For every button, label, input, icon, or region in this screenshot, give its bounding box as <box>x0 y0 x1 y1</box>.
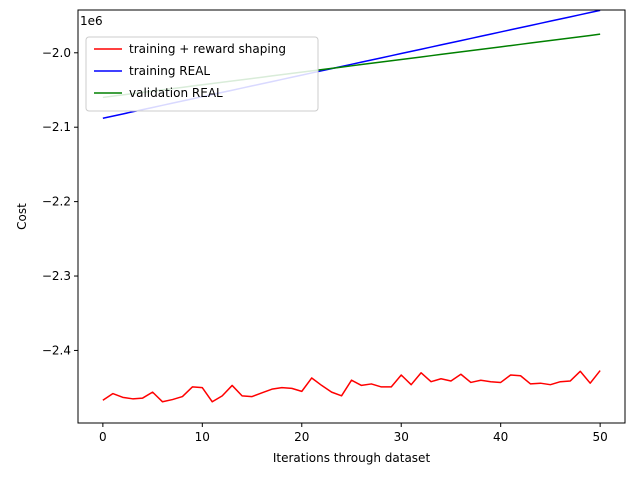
x-tick-label: 30 <box>394 430 409 444</box>
x-tick-label: 40 <box>493 430 508 444</box>
y-axis: −2.4 −2.3 −2.2 −2.1 −2.0 <box>42 46 78 357</box>
y-tick-label: −2.3 <box>42 269 71 283</box>
legend-label-2: training REAL <box>129 64 210 78</box>
legend-label-3: validation REAL <box>129 86 223 100</box>
y-tick-label: −2.4 <box>42 343 71 357</box>
x-axis-label: Iterations through dataset <box>273 451 431 465</box>
x-tick-label: 50 <box>592 430 607 444</box>
legend-label-1: training + reward shaping <box>129 42 286 56</box>
legend: training + reward shaping training REAL va… <box>85 36 319 112</box>
x-tick-label: 0 <box>99 430 107 444</box>
y-tick-label: −2.2 <box>42 195 71 209</box>
plot-frame <box>77 9 626 424</box>
y-offset-label: 1e6 <box>80 14 103 28</box>
series-line-1 <box>102 370 601 403</box>
x-tick-label: 10 <box>195 430 210 444</box>
y-axis-label: Cost <box>15 203 29 230</box>
x-axis: 0 10 20 30 40 50 <box>99 423 608 444</box>
y-tick-label: −2.0 <box>42 46 71 60</box>
legend-box <box>85 36 319 112</box>
x-tick-label: 20 <box>294 430 309 444</box>
y-tick-label: −2.1 <box>42 120 71 134</box>
